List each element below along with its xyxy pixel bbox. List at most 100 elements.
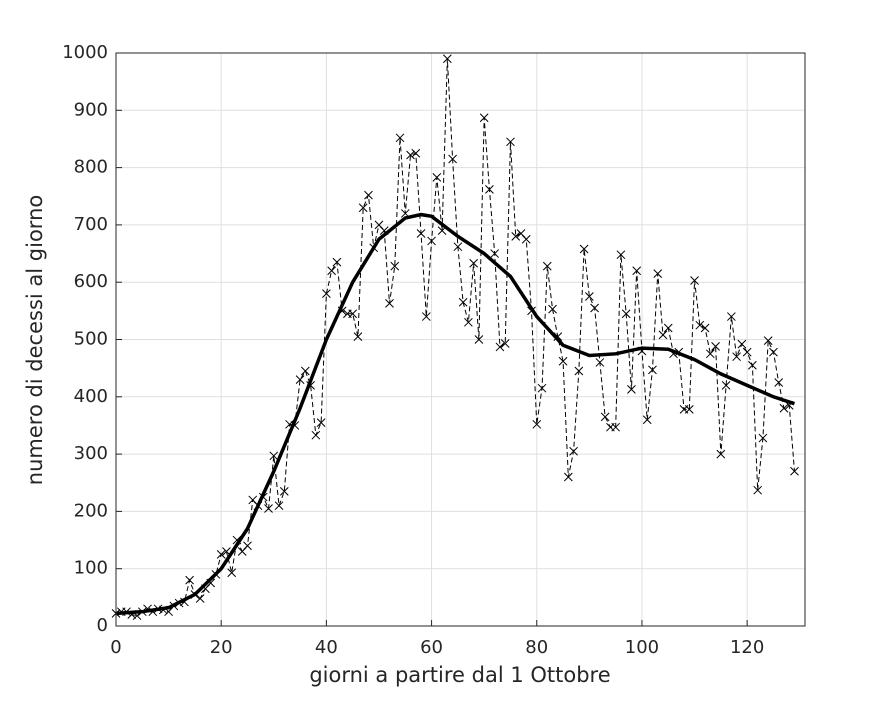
marker (353, 332, 363, 341)
y-tick-label: 300 (74, 443, 108, 464)
marker (448, 154, 457, 164)
marker (500, 339, 510, 348)
marker (532, 419, 542, 429)
x-tick-label: 80 (525, 637, 548, 658)
marker (574, 366, 584, 376)
y-tick-label: 1000 (62, 42, 108, 63)
y-tick-label: 900 (74, 99, 108, 120)
marker (569, 446, 578, 456)
marker (311, 430, 321, 440)
marker (521, 234, 531, 244)
marker (490, 249, 500, 258)
marker (442, 54, 452, 64)
marker (395, 133, 405, 143)
marker (621, 309, 631, 319)
marker (511, 232, 521, 241)
x-tick-label: 40 (315, 637, 338, 658)
marker (648, 365, 657, 375)
marker (774, 378, 784, 387)
marker (479, 113, 489, 123)
marker (506, 137, 515, 147)
x-tick-label: 20 (210, 637, 233, 658)
y-tick-label: 600 (74, 271, 108, 292)
marker (195, 594, 205, 603)
marker (421, 312, 431, 321)
marker (264, 504, 273, 513)
marker (406, 150, 415, 160)
marker (427, 236, 436, 246)
marker (721, 380, 731, 390)
marker (469, 258, 479, 268)
marker (269, 451, 279, 461)
marker (274, 501, 284, 511)
marker (585, 292, 594, 301)
x-axis-label: giorni a partire dal 1 Ottobre (309, 663, 610, 687)
marker (742, 347, 752, 357)
marker (790, 466, 799, 476)
marker (390, 261, 400, 271)
marker (600, 412, 610, 422)
marker (611, 422, 621, 432)
marker (705, 349, 715, 359)
marker (553, 332, 563, 341)
marker (216, 550, 226, 559)
x-tick-label: 0 (110, 637, 121, 658)
marker (658, 330, 668, 340)
marker (779, 403, 789, 413)
marker (716, 449, 726, 459)
trend-line (115, 212, 796, 616)
marker (485, 185, 494, 194)
marker (616, 250, 626, 260)
marker (558, 356, 568, 366)
marker (590, 303, 599, 313)
marker (227, 568, 237, 578)
marker (758, 433, 768, 443)
marker (300, 366, 310, 376)
marker (753, 485, 763, 495)
marker (295, 375, 305, 384)
marker (748, 360, 757, 370)
y-tick-label: 100 (74, 558, 108, 579)
marker (185, 575, 194, 585)
marker (453, 242, 463, 252)
marker (642, 415, 652, 425)
y-tick-label: 700 (74, 214, 108, 235)
marker (243, 541, 252, 551)
marker (474, 335, 484, 344)
marker (684, 405, 694, 414)
marker (737, 339, 747, 349)
y-tick-label: 200 (74, 500, 108, 521)
marker (700, 323, 710, 333)
marker (432, 172, 442, 182)
y-tick-label: 0 (97, 615, 108, 636)
marker (348, 309, 358, 319)
marker (727, 312, 736, 321)
marker (358, 203, 368, 213)
x-tick-label: 100 (625, 637, 659, 658)
marker (364, 190, 373, 200)
marker (763, 336, 773, 345)
data-line (115, 58, 795, 617)
marker (458, 297, 468, 307)
marker (690, 276, 699, 285)
marker (695, 320, 705, 330)
marker (327, 266, 336, 276)
y-tick-label: 500 (74, 329, 108, 350)
marker (579, 244, 589, 254)
marker (632, 266, 642, 276)
marker (537, 383, 547, 393)
marker (653, 269, 663, 278)
marker (316, 418, 326, 427)
marker (595, 358, 605, 367)
marker (627, 384, 636, 394)
marker (322, 289, 331, 299)
marker (663, 323, 673, 333)
marker (385, 299, 394, 308)
marker (464, 317, 473, 327)
marker (495, 342, 505, 352)
marker (711, 342, 720, 351)
marker (732, 352, 741, 362)
marker (563, 472, 573, 482)
